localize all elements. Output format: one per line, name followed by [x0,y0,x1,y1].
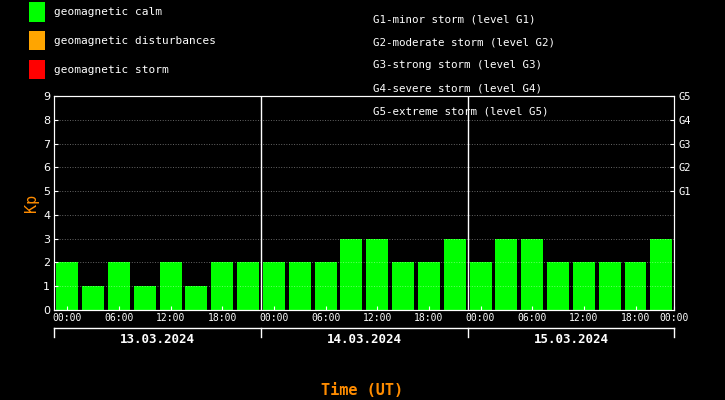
Bar [134,286,156,310]
Bar [237,262,259,310]
Bar [444,239,465,310]
Bar [186,286,207,310]
Bar [341,239,362,310]
Bar [366,239,388,310]
Bar [289,262,311,310]
Text: Time (UT): Time (UT) [321,383,404,398]
Bar [211,262,233,310]
Text: G3-strong storm (level G3): G3-strong storm (level G3) [373,60,542,70]
Text: 13.03.2024: 13.03.2024 [120,333,195,346]
Text: 14.03.2024: 14.03.2024 [327,333,402,346]
Text: G2-moderate storm (level G2): G2-moderate storm (level G2) [373,37,555,47]
Text: G5-extreme storm (level G5): G5-extreme storm (level G5) [373,107,549,117]
Bar [263,262,285,310]
Text: geomagnetic calm: geomagnetic calm [54,7,162,17]
Text: G1-minor storm (level G1): G1-minor storm (level G1) [373,14,536,24]
Bar [82,286,104,310]
Y-axis label: Kp: Kp [24,194,39,212]
Bar [315,262,336,310]
Bar [495,239,518,310]
Bar [547,262,569,310]
Bar [624,262,647,310]
Bar [57,262,78,310]
Bar [521,239,543,310]
Bar [392,262,414,310]
Text: geomagnetic storm: geomagnetic storm [54,65,168,74]
Bar [599,262,621,310]
Text: 15.03.2024: 15.03.2024 [534,333,608,346]
Bar [108,262,130,310]
Bar [418,262,440,310]
Text: G4-severe storm (level G4): G4-severe storm (level G4) [373,84,542,94]
Bar [470,262,492,310]
Bar [160,262,181,310]
Bar [573,262,594,310]
Bar [650,239,672,310]
Text: geomagnetic disturbances: geomagnetic disturbances [54,36,215,46]
